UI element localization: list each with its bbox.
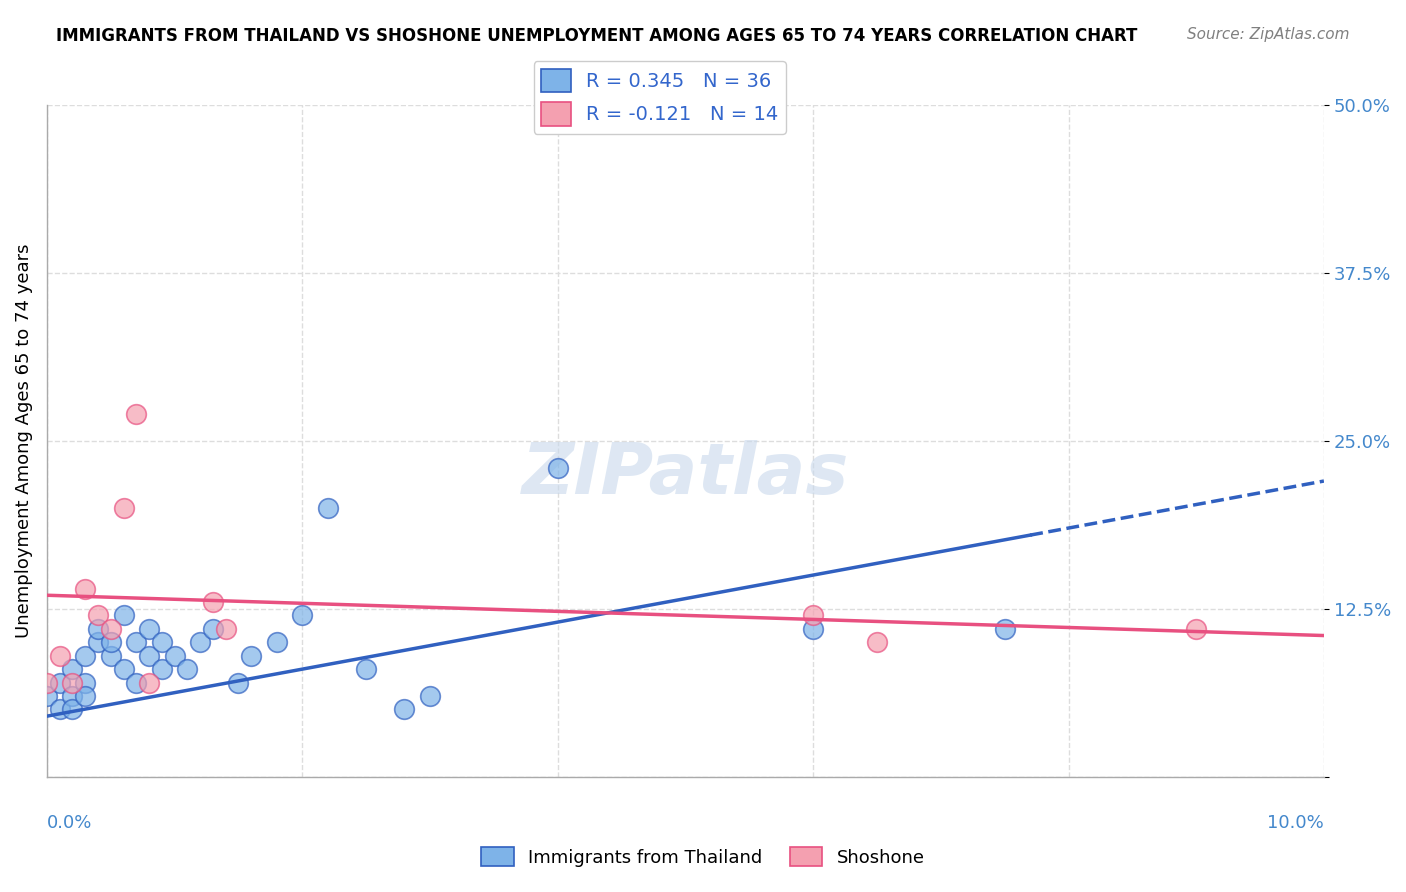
Point — [201, 622, 224, 636]
Point — [112, 662, 135, 676]
Text: 10.0%: 10.0% — [1267, 814, 1324, 831]
Point — [112, 608, 135, 623]
Point — [188, 635, 211, 649]
Legend: R = 0.345   N = 36, R = -0.121   N = 14: R = 0.345 N = 36, R = -0.121 N = 14 — [534, 61, 786, 134]
Point — [48, 675, 70, 690]
Point — [801, 608, 824, 623]
Point — [215, 622, 238, 636]
Point — [75, 582, 97, 596]
Point — [394, 702, 416, 716]
Point — [240, 648, 263, 663]
Text: IMMIGRANTS FROM THAILAND VS SHOSHONE UNEMPLOYMENT AMONG AGES 65 TO 74 YEARS CORR: IMMIGRANTS FROM THAILAND VS SHOSHONE UNE… — [56, 27, 1137, 45]
Point — [87, 608, 110, 623]
Point — [801, 622, 824, 636]
Point — [150, 635, 173, 649]
Point — [62, 675, 84, 690]
Point — [62, 662, 84, 676]
Point — [48, 648, 70, 663]
Point — [112, 500, 135, 515]
Point — [866, 635, 889, 649]
Point — [291, 608, 314, 623]
Point — [75, 675, 97, 690]
Point — [1185, 622, 1208, 636]
Point — [316, 500, 339, 515]
Point — [138, 675, 160, 690]
Point — [48, 702, 70, 716]
Point — [87, 622, 110, 636]
Point — [163, 648, 186, 663]
Text: Source: ZipAtlas.com: Source: ZipAtlas.com — [1187, 27, 1350, 42]
Point — [100, 648, 122, 663]
Text: ZIPatlas: ZIPatlas — [522, 440, 849, 508]
Point — [138, 648, 160, 663]
Point — [994, 622, 1017, 636]
Y-axis label: Unemployment Among Ages 65 to 74 years: Unemployment Among Ages 65 to 74 years — [15, 244, 32, 638]
Point — [100, 635, 122, 649]
Point — [125, 407, 148, 421]
Point — [201, 595, 224, 609]
Point — [176, 662, 198, 676]
Point — [35, 689, 58, 703]
Point — [35, 675, 58, 690]
Point — [125, 675, 148, 690]
Point — [150, 662, 173, 676]
Point — [228, 675, 250, 690]
Legend: Immigrants from Thailand, Shoshone: Immigrants from Thailand, Shoshone — [474, 840, 932, 874]
Text: 0.0%: 0.0% — [46, 814, 93, 831]
Point — [125, 635, 148, 649]
Point — [75, 689, 97, 703]
Point — [75, 648, 97, 663]
Point — [62, 702, 84, 716]
Point — [138, 622, 160, 636]
Point — [62, 689, 84, 703]
Point — [547, 460, 569, 475]
Point — [100, 622, 122, 636]
Point — [266, 635, 288, 649]
Point — [419, 689, 441, 703]
Point — [354, 662, 377, 676]
Point — [87, 635, 110, 649]
